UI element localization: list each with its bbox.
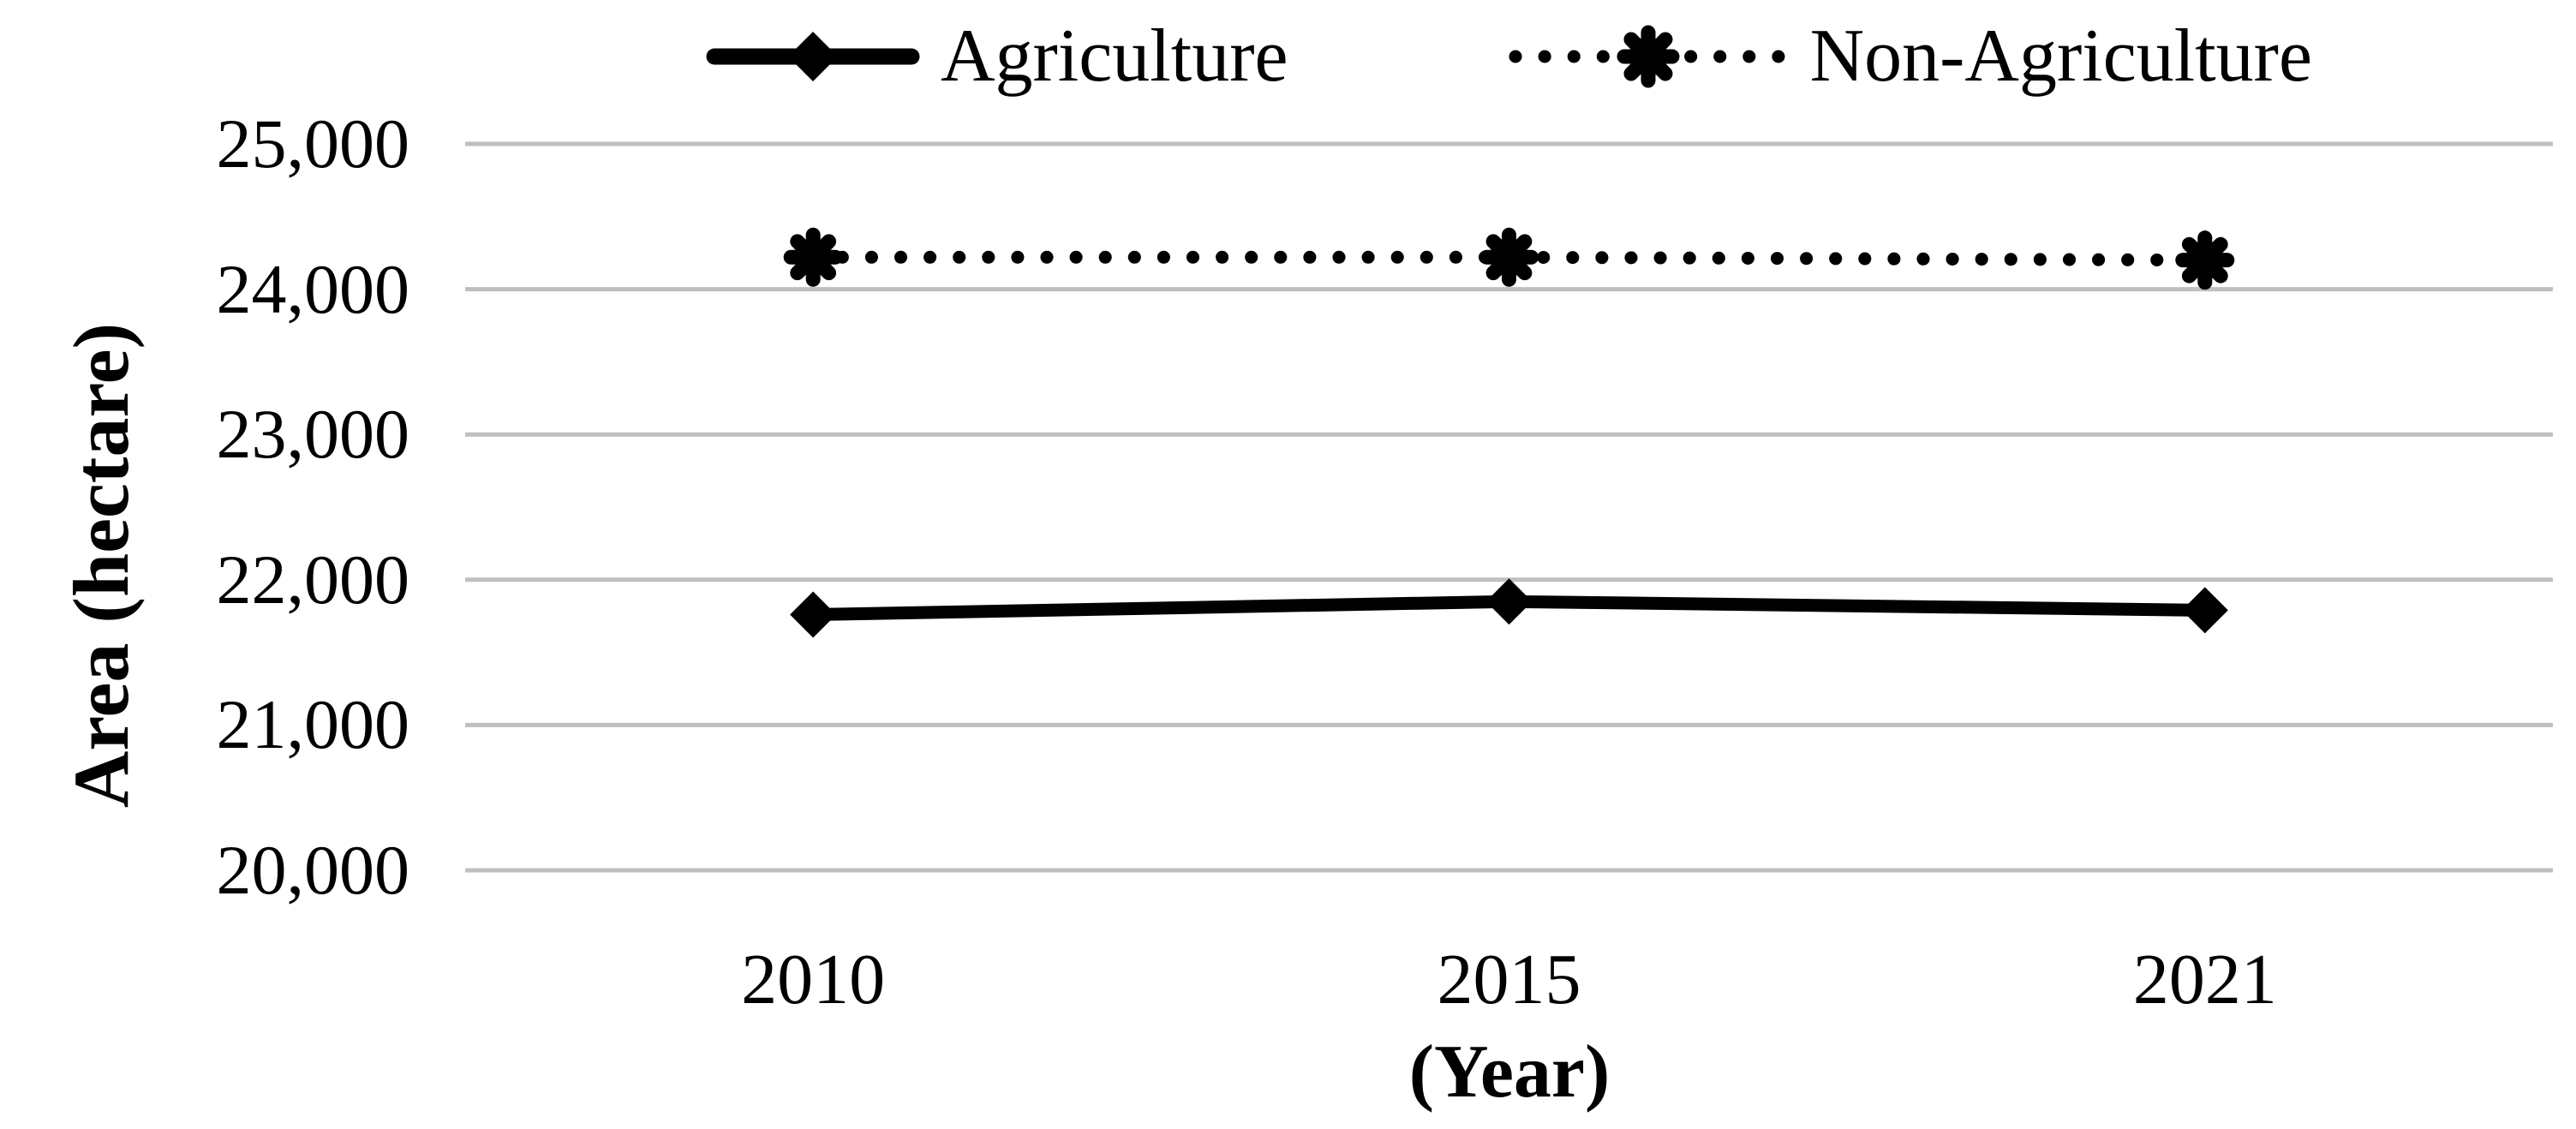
y-tick-label: 21,000 — [216, 685, 410, 764]
dotted-line-star-marker-icon — [1509, 25, 1788, 88]
solid-line-diamond-marker-icon — [706, 32, 920, 81]
y-tick-label: 25,000 — [216, 105, 410, 182]
y-tick-label: 22,000 — [216, 540, 410, 618]
diamond-marker — [2181, 587, 2228, 634]
y-tick-label: 20,000 — [216, 831, 410, 909]
legend-label-agriculture: Agriculture — [940, 15, 1288, 98]
legend-item-non-agriculture: Non-Agriculture — [1507, 14, 2312, 99]
legend-item-agriculture: Agriculture — [706, 14, 1288, 99]
diamond-marker — [790, 591, 837, 638]
y-tick-label: 23,000 — [216, 395, 410, 474]
legend-label-non-agriculture: Non-Agriculture — [1809, 15, 2313, 98]
star-marker-center — [800, 244, 827, 271]
y-axis-tick-labels: 25,000 24,000 23,000 22,000 21,000 20,000 — [0, 0, 410, 1129]
star-marker-center — [1496, 244, 1522, 271]
y-tick-label: 24,000 — [216, 249, 410, 328]
chart-legend: Agriculture Non-Agriculture — [465, 5, 2553, 108]
diamond-marker — [1485, 578, 1533, 625]
star-marker-center — [2191, 247, 2218, 273]
x-axis-title: (Year) — [1408, 1030, 1611, 1114]
